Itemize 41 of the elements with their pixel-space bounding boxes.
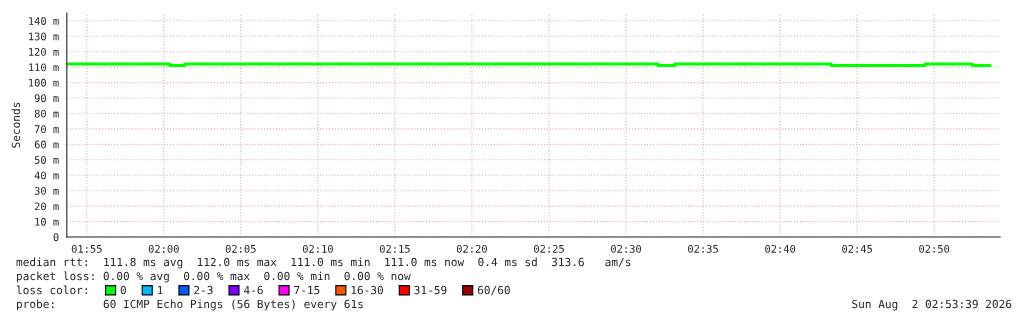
x-tick-label: 02:50 <box>919 244 950 253</box>
y-tick-label: 10 m <box>35 217 59 226</box>
x-tick-label: 02:40 <box>765 244 796 253</box>
x-tick-label: 02:45 <box>842 244 872 253</box>
x-tick-label: 02:30 <box>611 244 642 253</box>
y-axis-title: Seconds <box>11 102 21 148</box>
legend-label: 16-30 <box>351 285 383 295</box>
legend-title: loss color: <box>16 285 87 295</box>
y-tick-label: 140 m <box>29 17 59 25</box>
legend-label: 60/60 <box>477 285 510 296</box>
legend-label: 1 <box>158 285 163 295</box>
legend-label: 0 <box>120 285 126 295</box>
x-tick-label: 02:05 <box>225 244 256 253</box>
x-tick-label: 02:25 <box>534 244 564 253</box>
text: median rtt: 111.8 ms avg 112.0 ms max 111.0 ms min 111.0 ms now 0.4 ms sd 313.6 am/s <box>16 257 631 269</box>
x-tick-label: 02:15 <box>379 244 410 253</box>
legend-label: 2-3 <box>194 285 213 295</box>
y-tick-label: 50 m <box>34 156 59 164</box>
y-tick-label: 110 m <box>29 63 59 72</box>
text: Sun Aug 2 02:53:39 2026 <box>852 299 1012 311</box>
y-tick-label: 20 m <box>34 202 59 211</box>
y-tick-label: 120 m <box>29 47 59 56</box>
text: packet loss: 0.00 % avg 0.00 % max 0.00 % min 0.00 % now <box>17 271 411 283</box>
y-tick-label: 130 m <box>29 32 59 41</box>
text: probe: 60 ICMP Echo Pings (56 Bytes) every 61s <box>17 299 363 311</box>
x-tick-label: 02:35 <box>688 244 718 253</box>
y-tick-label: 70 m <box>34 125 59 134</box>
y-tick-label: 40 m <box>34 171 59 180</box>
y-tick-label: 60 m <box>34 140 59 149</box>
y-tick-label: 0 <box>53 233 59 242</box>
x-tick-label: 01:55 <box>71 244 102 253</box>
y-tick-label: 90 m <box>34 94 59 103</box>
legend-label: 7-15 <box>294 285 320 295</box>
x-tick-label: 02:20 <box>456 244 487 253</box>
y-tick-label: 80 m <box>34 109 59 118</box>
x-tick-label: 02:10 <box>302 244 333 253</box>
legend-label: 31-59 <box>414 285 447 295</box>
x-tick-label: 02:00 <box>148 244 179 253</box>
legend-label: 4-6 <box>244 285 263 295</box>
y-tick-label: 30 m <box>34 186 59 195</box>
y-tick-label: 100 m <box>29 78 59 87</box>
